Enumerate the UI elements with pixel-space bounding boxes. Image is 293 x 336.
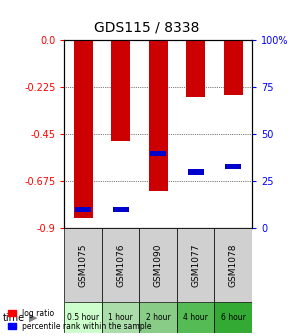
Bar	[139, 228, 177, 302]
Bar	[149, 40, 168, 191]
Text: 6 hour: 6 hour	[221, 313, 246, 322]
Bar	[214, 228, 252, 302]
Bar	[64, 302, 102, 333]
Bar	[186, 40, 205, 97]
Bar	[64, 228, 102, 302]
Bar	[225, 164, 241, 169]
Text: ▶: ▶	[29, 312, 38, 323]
Bar	[102, 228, 139, 302]
Bar	[177, 228, 214, 302]
Bar	[188, 169, 204, 175]
Text: 4 hour: 4 hour	[183, 313, 208, 322]
Text: 1 hour: 1 hour	[108, 313, 133, 322]
Bar	[177, 302, 214, 333]
Text: GDS115 / 8338: GDS115 / 8338	[94, 20, 199, 34]
Text: GSM1078: GSM1078	[229, 244, 238, 287]
Text: time: time	[3, 312, 25, 323]
Bar	[224, 40, 243, 95]
Text: 2 hour: 2 hour	[146, 313, 171, 322]
Text: GSM1076: GSM1076	[116, 244, 125, 287]
Bar	[214, 302, 252, 333]
Bar	[102, 302, 139, 333]
Text: GSM1090: GSM1090	[154, 244, 163, 287]
Legend: log ratio, percentile rank within the sample: log ratio, percentile rank within the sa…	[7, 307, 153, 332]
Bar	[150, 151, 166, 156]
Bar	[139, 302, 177, 333]
Bar	[111, 40, 130, 141]
Text: GSM1075: GSM1075	[79, 244, 88, 287]
Text: GSM1077: GSM1077	[191, 244, 200, 287]
Bar	[75, 207, 91, 212]
Bar	[113, 207, 129, 212]
Bar	[74, 40, 93, 218]
Text: 0.5 hour: 0.5 hour	[67, 313, 99, 322]
